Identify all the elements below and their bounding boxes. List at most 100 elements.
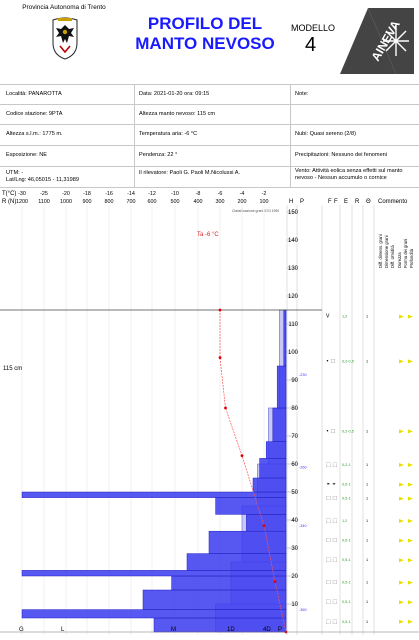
hardness-label: G xyxy=(19,627,24,633)
grain-size-value: 0,2-0,5 xyxy=(342,359,354,363)
grain-size-value: 0,5-1 xyxy=(342,600,351,604)
t-tick-label: -30 xyxy=(18,191,26,197)
temperature-point xyxy=(273,580,277,583)
comment-flag-icon xyxy=(399,558,404,563)
comment-flag-icon xyxy=(408,359,413,364)
hardness-value: 1 xyxy=(366,620,368,624)
grain-size-value: 0,5-1 xyxy=(342,558,351,562)
t-tick-label: -12 xyxy=(148,191,156,197)
hand-hardness-bar xyxy=(215,497,287,515)
snow-profile-chart: 1020304050607080901001101201301401501601… xyxy=(0,205,419,635)
comment-flag-icon xyxy=(399,463,404,467)
comment-column-header: Commento xyxy=(378,199,408,205)
h-tick-label: 30 xyxy=(291,546,298,552)
hand-hardness-bar xyxy=(259,458,287,479)
comment-flag-icon xyxy=(408,482,413,487)
comment-flag-icon xyxy=(408,538,413,543)
r-tick-label: 600 xyxy=(147,199,157,205)
coat-of-arms-icon xyxy=(52,17,78,60)
hand-hardness-bar xyxy=(252,477,287,493)
h-tick-label: 90 xyxy=(291,378,298,384)
t-tick-label: -10 xyxy=(171,191,179,197)
hardness-label: M xyxy=(171,627,176,633)
hand-hardness-bar xyxy=(171,575,287,591)
density-value: -260 xyxy=(299,465,307,469)
comment-flag-icon xyxy=(408,496,413,501)
grain-form-symbol: ⬚ ⬚ xyxy=(326,619,337,625)
grain-form-symbol: • ⬚ xyxy=(326,428,336,434)
hand-hardness-bar xyxy=(142,589,287,610)
hand-hardness-bar xyxy=(208,530,287,554)
grain-size-value: 0,5-1 xyxy=(342,483,351,487)
h-tick-label: 60 xyxy=(291,462,298,468)
hand-hardness-bar xyxy=(272,407,287,442)
r-column-header: R xyxy=(355,199,360,205)
hand-hardness-bar xyxy=(21,491,287,498)
comment-flag-icon xyxy=(399,429,404,434)
comment-flag-icon xyxy=(408,314,413,319)
r-tick-label: 500 xyxy=(170,199,180,205)
h-tick-label: 150 xyxy=(288,210,299,216)
h-tick-label: 10 xyxy=(291,602,298,608)
e-column-header: E xyxy=(344,199,349,205)
r-tick-label: 400 xyxy=(193,199,203,205)
h-tick-label: 80 xyxy=(291,406,298,412)
info-esposizione: Esposizione: NE xyxy=(6,152,48,158)
aineva-logo-icon: AINEVA xyxy=(340,8,414,74)
hand-hardness-bar xyxy=(276,365,287,409)
h-tick-label: 110 xyxy=(288,322,298,328)
info-utm: UTM: - xyxy=(6,170,24,176)
info-temp-aria: Temperatura aria: -6 °C xyxy=(139,131,198,137)
hardness-value: 1 xyxy=(366,519,368,523)
f-column-header-1: F xyxy=(328,199,332,205)
comment-flag-icon xyxy=(399,314,404,319)
comment-flag-icon xyxy=(399,359,404,364)
comment-flag-icon xyxy=(399,538,404,543)
model-block: MODELLO 4 AINEVA xyxy=(288,6,416,76)
grain-form-symbol: ⬚ ⬚ xyxy=(326,557,337,563)
r-tick-label: 300 xyxy=(215,199,225,205)
temperature-point xyxy=(218,356,222,359)
comment-flag-icon xyxy=(399,519,404,523)
info-data: Data: 2021-01-20 ora: 09:15 xyxy=(139,91,210,97)
hardness-value: 1 xyxy=(366,600,368,604)
r-tick-label: 1100 xyxy=(38,199,50,205)
grain-size-value: 0,5-1 xyxy=(342,497,351,501)
density-value: -340 xyxy=(299,524,307,528)
h-tick-label: 70 xyxy=(291,434,298,440)
info-nubi: Nubi: Quasi sereno (2/8) xyxy=(295,131,356,137)
comment-flag-icon xyxy=(408,519,413,523)
hardness-value: 1 xyxy=(366,581,368,585)
air-temp-label: Ta -6 °C xyxy=(197,232,219,238)
f-column-header-2: F xyxy=(334,199,338,205)
grain-form-symbol: ⬚ ⬚ xyxy=(326,599,337,605)
grain-form-symbol: ⬚ ⬚ xyxy=(326,538,337,544)
grain-form-symbol: ⬚ ⬚ xyxy=(326,462,337,468)
temperature-point xyxy=(262,524,266,527)
hand-hardness-bar xyxy=(21,570,287,577)
t-tick-label: -25 xyxy=(40,191,48,197)
comment-flag-icon xyxy=(399,482,404,487)
info-localita: Località: PANAROTTA xyxy=(6,91,62,97)
density-value: -360 xyxy=(299,608,307,612)
info-note: Note: xyxy=(295,91,309,97)
classification-note: Classificazione grani ICSI 1990 xyxy=(232,209,280,213)
r-tick-label: 800 xyxy=(104,199,114,205)
hardness-value: 1 xyxy=(366,463,368,467)
grain-form-symbol: ⚭ ⚭ xyxy=(326,482,336,488)
province-block: Provincia Autonoma di Trento xyxy=(4,3,124,75)
comment-flag-icon xyxy=(408,558,413,563)
hardness-value: 1 xyxy=(366,497,368,501)
comment-flag-icon xyxy=(399,496,404,501)
r-tick-label: 700 xyxy=(126,199,136,205)
info-altezza-slm: Altezza s.l.m.: 1775 m. xyxy=(6,131,63,137)
info-pendenza: Pendenza: 22 ° xyxy=(139,152,178,158)
hand-hardness-bar xyxy=(21,609,287,619)
hardness-value: 1 xyxy=(366,429,368,433)
hand-hardness-bar xyxy=(246,514,287,532)
density-value: -230 xyxy=(299,373,307,377)
theta-column-header: Θ xyxy=(366,199,371,205)
comment-flag-icon xyxy=(408,429,413,434)
t-tick-label: -14 xyxy=(127,191,135,197)
h-tick-label: 100 xyxy=(288,350,299,356)
